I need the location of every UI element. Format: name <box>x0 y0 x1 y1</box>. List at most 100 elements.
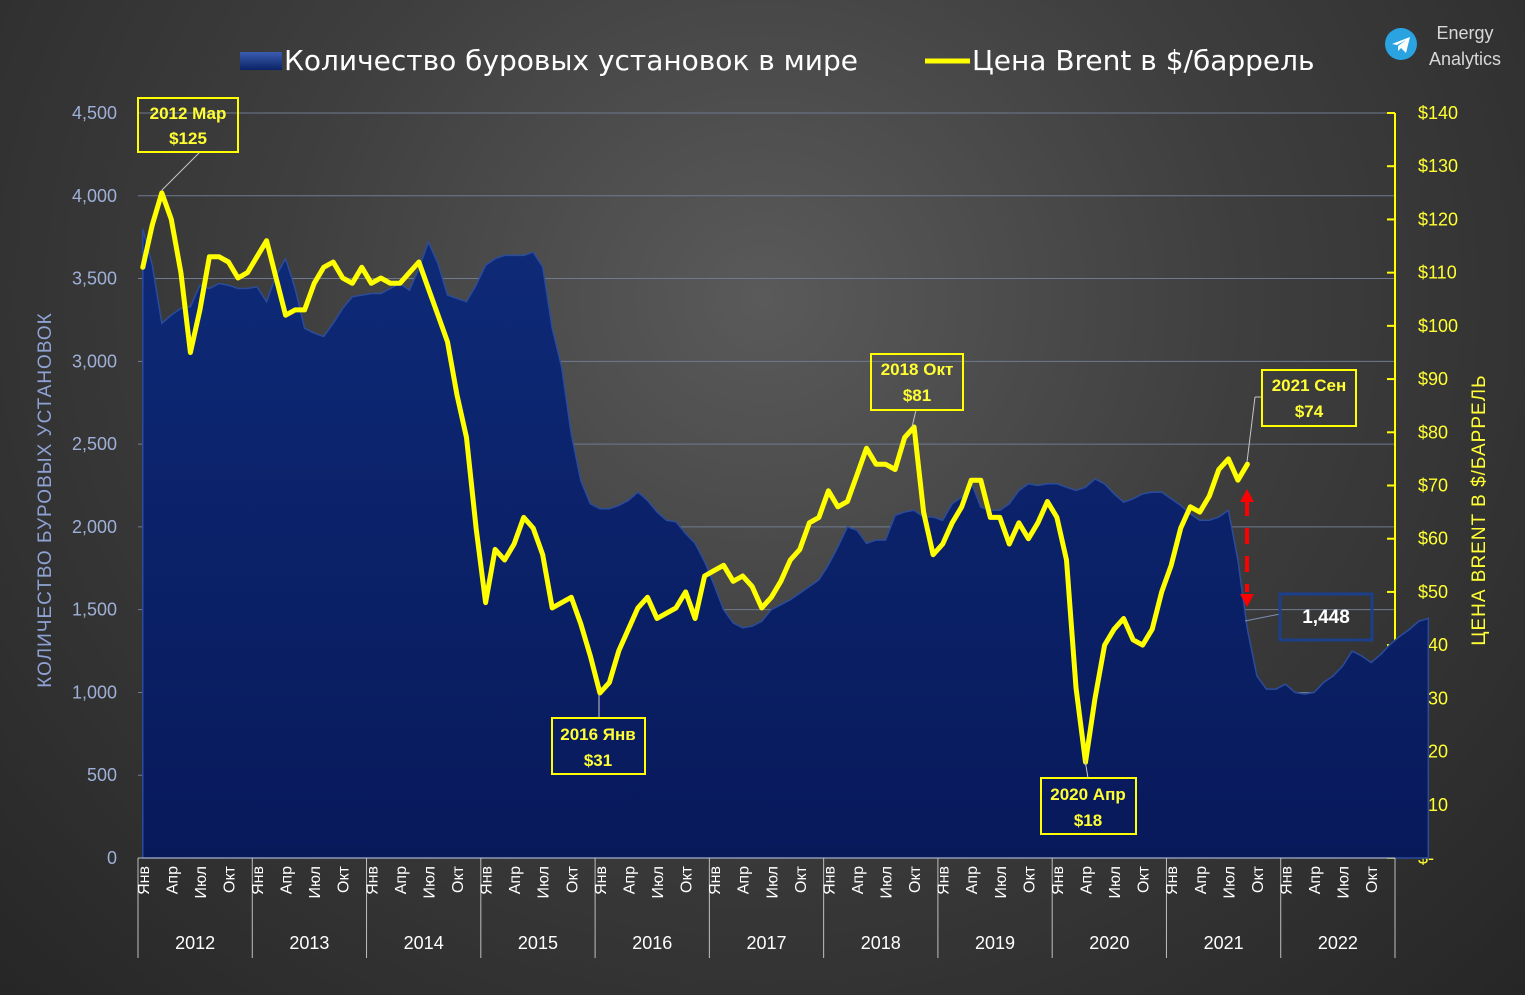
callout-connector <box>1246 396 1256 463</box>
callout-value: $31 <box>584 751 612 770</box>
month-label: Июл <box>1221 866 1238 898</box>
callout-box <box>137 97 239 153</box>
left-axis-title: КОЛИЧЕСТВО БУРОВЫХ УСТАНОВОК <box>35 312 56 687</box>
callout-label: 2020 Апр <box>1050 785 1125 804</box>
month-label: Апр <box>621 866 638 894</box>
month-label: Апр <box>279 866 296 894</box>
last-value-box <box>1278 592 1374 642</box>
legend-rigs-label: Количество буровых установок в мире <box>284 44 858 77</box>
month-label: Июл <box>193 866 210 898</box>
month-label: Окт <box>1364 865 1381 893</box>
month-label: Июл <box>650 866 667 898</box>
right-tick-label: $60 <box>1418 529 1448 549</box>
year-label: 2017 <box>746 933 786 953</box>
callout-label: 2021 Сен <box>1272 376 1347 395</box>
last-value-connector <box>1244 613 1281 622</box>
month-label: Июл <box>993 866 1010 898</box>
legend: Количество буровых установок в мире Цена… <box>240 44 1315 77</box>
year-label: 2018 <box>861 933 901 953</box>
year-label: 2014 <box>404 933 444 953</box>
month-label: Апр <box>1307 866 1324 894</box>
year-label: 2019 <box>975 933 1015 953</box>
left-axis-ticks: 0 500 1,000 1,500 2,000 2,500 3,000 3,500 4,000 4… <box>72 103 117 868</box>
month-label: Июл <box>421 866 438 898</box>
month-label: Июл <box>536 866 553 898</box>
right-tick-label: $130 <box>1418 156 1458 176</box>
year-label: 2013 <box>289 933 329 953</box>
month-label: Апр <box>164 866 181 894</box>
month-label: Апр <box>1079 866 1096 894</box>
left-tick-label: 4,000 <box>72 186 117 206</box>
left-tick-label: 2,500 <box>72 434 117 454</box>
left-tick-label: 3,500 <box>72 269 117 289</box>
legend-brent-label: Цена Brent в $/баррель <box>972 44 1315 77</box>
right-axis-title: ЦЕНА BRENT В $/БАРРЕЛЬ <box>1469 374 1490 645</box>
x-axis: 2012 Янв Апр Июл Окт 2013 Янв Апр Июл Окт 2014 Янв А… <box>136 857 1396 958</box>
month-label: Окт <box>336 865 353 893</box>
callout-box <box>1040 777 1137 835</box>
callouts: 2012 Мар $125 2016 Янв $31 2018 Окт $81 … <box>137 97 1374 835</box>
legend-rigs-swatch <box>240 52 282 70</box>
brent-line-series <box>140 190 1250 765</box>
left-tick-label: 1,500 <box>72 600 117 620</box>
left-tick-label: 500 <box>87 765 117 785</box>
month-label: Янв <box>1278 866 1295 895</box>
callout-box <box>1261 369 1357 427</box>
month-label: Окт <box>1250 865 1267 893</box>
callout-value: $81 <box>903 386 931 405</box>
year-label: 2012 <box>175 933 215 953</box>
right-tick-label: $80 <box>1418 422 1448 442</box>
right-tick-label: $120 <box>1418 209 1458 229</box>
right-tick-label: $90 <box>1418 369 1448 389</box>
month-label: Янв <box>1050 866 1067 895</box>
month-label: Июл <box>1107 866 1124 898</box>
month-label: Янв <box>707 866 724 895</box>
month-label: Янв <box>593 866 610 895</box>
month-label: Апр <box>507 866 524 894</box>
gap-arrow <box>1240 489 1254 607</box>
month-label: Янв <box>1164 866 1181 895</box>
month-label: Июл <box>879 866 896 898</box>
callout-label: 2016 Янв <box>560 725 635 744</box>
right-tick-label: $100 <box>1418 316 1458 336</box>
year-label: 2020 <box>1089 933 1129 953</box>
month-label: Окт <box>564 865 581 893</box>
month-label: Окт <box>1136 865 1153 893</box>
telegram-plane-icon <box>1392 37 1410 53</box>
arrow-up-icon <box>1240 489 1254 502</box>
brand-line2: Analytics <box>1429 49 1501 69</box>
right-tick-label: $110 <box>1418 263 1457 283</box>
callout-box <box>551 717 646 775</box>
callout-label: 2012 Мар <box>150 104 227 123</box>
left-tick-label: 3,000 <box>72 351 117 371</box>
month-label: Окт <box>1021 865 1038 893</box>
month-label: Окт <box>793 865 810 893</box>
month-label: Янв <box>479 866 496 895</box>
month-label: Апр <box>1193 866 1210 894</box>
right-tick-label: $140 <box>1418 103 1458 123</box>
left-tick-label: 2,000 <box>72 517 117 537</box>
callout-value: $125 <box>169 129 207 148</box>
callout-value: $18 <box>1074 811 1102 830</box>
month-label: Янв <box>364 866 381 895</box>
month-label: Апр <box>850 866 867 894</box>
arrow-down-icon <box>1240 594 1254 607</box>
callout-connector <box>911 409 917 428</box>
callout-box <box>870 353 964 411</box>
left-tick-label: 1,000 <box>72 682 117 702</box>
month-label: Янв <box>136 866 153 895</box>
month-label: Окт <box>221 865 238 893</box>
callout-connector <box>1084 759 1089 779</box>
month-label: Янв <box>821 866 838 895</box>
brand-line1: Energy <box>1436 23 1493 43</box>
year-label: 2021 <box>1204 933 1244 953</box>
year-label: 2022 <box>1318 933 1358 953</box>
brand: Energy Analytics <box>1385 23 1501 69</box>
rigs-area-series <box>142 228 1430 859</box>
month-label: Окт <box>907 865 924 893</box>
month-label: Июл <box>307 866 324 898</box>
callout-connector <box>161 151 201 191</box>
right-tick-label: $50 <box>1418 582 1448 602</box>
month-label: Апр <box>393 866 410 894</box>
